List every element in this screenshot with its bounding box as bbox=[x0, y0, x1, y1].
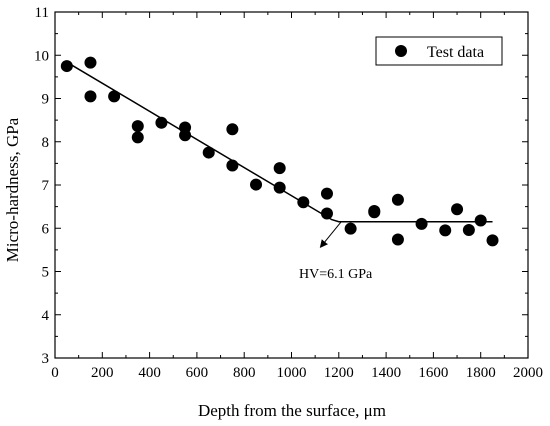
y-tick-label: 9 bbox=[42, 92, 50, 108]
y-tick-label: 10 bbox=[34, 48, 49, 64]
data-point bbox=[474, 214, 487, 227]
data-point bbox=[368, 206, 381, 219]
x-tick-label: 1600 bbox=[418, 365, 448, 381]
y-tick-label: 7 bbox=[42, 178, 50, 194]
data-point bbox=[462, 223, 475, 236]
y-tick-label: 4 bbox=[42, 308, 50, 324]
data-point bbox=[451, 203, 464, 216]
data-point bbox=[202, 146, 215, 159]
data-point bbox=[84, 90, 97, 103]
x-tick-label: 1000 bbox=[277, 365, 307, 381]
x-tick-label: 1800 bbox=[466, 365, 496, 381]
data-point bbox=[131, 131, 144, 144]
data-point bbox=[439, 224, 452, 237]
x-tick-label: 600 bbox=[186, 365, 209, 381]
data-point bbox=[344, 222, 357, 235]
y-tick-label: 3 bbox=[42, 351, 50, 367]
x-tick-label: 400 bbox=[138, 365, 161, 381]
legend: Test data bbox=[375, 36, 503, 66]
x-axis-title: Depth from the surface, μm bbox=[198, 401, 386, 420]
data-point bbox=[226, 123, 239, 136]
data-point bbox=[391, 193, 404, 206]
data-point bbox=[155, 116, 168, 129]
y-tick-label: 8 bbox=[42, 135, 50, 151]
y-tick-label: 5 bbox=[42, 265, 50, 281]
y-tick-label: 11 bbox=[35, 5, 49, 21]
data-point bbox=[226, 159, 239, 172]
data-point bbox=[179, 129, 192, 142]
data-point bbox=[415, 217, 428, 230]
x-tick-label: 200 bbox=[91, 365, 114, 381]
annotation-arrow bbox=[319, 221, 342, 248]
data-point bbox=[320, 187, 333, 200]
legend-label: Test data bbox=[427, 44, 484, 61]
data-point bbox=[84, 56, 97, 69]
data-point bbox=[108, 90, 121, 103]
y-axis-title: Micro-hardness, GPa bbox=[3, 117, 22, 262]
legend-marker bbox=[395, 45, 407, 57]
data-point bbox=[273, 162, 286, 175]
data-point bbox=[60, 60, 73, 73]
trend-line bbox=[66, 61, 493, 223]
data-point bbox=[297, 196, 310, 209]
data-point bbox=[486, 234, 499, 247]
data-point bbox=[320, 207, 333, 220]
data-point bbox=[391, 233, 404, 246]
data-point bbox=[273, 181, 286, 194]
data-marks bbox=[60, 56, 499, 248]
axis-ticks: 0 200 400 600 800 1000 1200 1400 1600 1800 2000 3 4 5… bbox=[34, 5, 543, 381]
x-tick-label: 0 bbox=[51, 365, 59, 381]
annotation-text: HV=6.1 GPa bbox=[299, 267, 373, 282]
x-tick-label: 800 bbox=[233, 365, 256, 381]
x-tick-label: 1200 bbox=[324, 365, 354, 381]
y-tick-label: 6 bbox=[42, 221, 50, 237]
data-point bbox=[131, 120, 144, 133]
x-tick-label: 2000 bbox=[513, 365, 543, 381]
data-point bbox=[250, 178, 263, 191]
x-tick-label: 1400 bbox=[371, 365, 401, 381]
